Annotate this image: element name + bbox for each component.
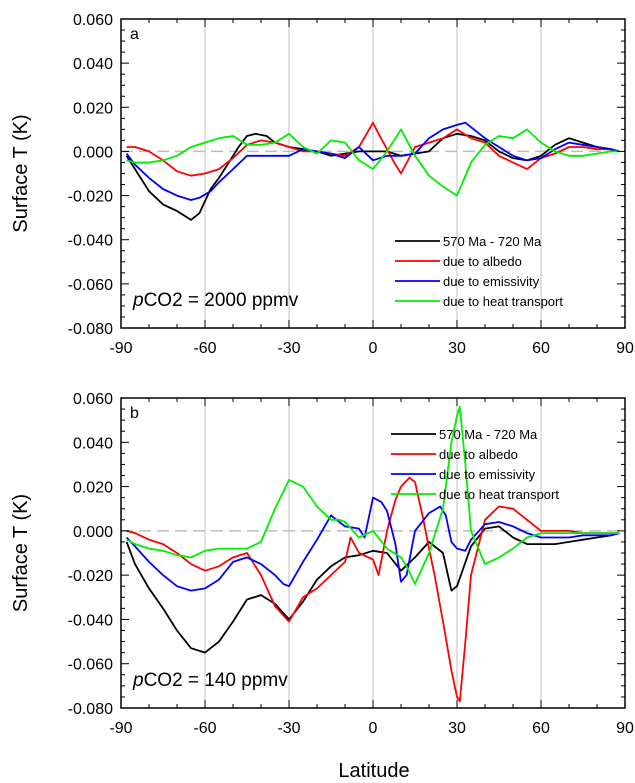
- y-tick-label-b-7: -0.080: [68, 701, 113, 718]
- series-line-a-2: [125, 121, 620, 201]
- x-axis-title: Latitude: [338, 760, 409, 782]
- co2-annotation-a: pCO2 = 2000 ppmv: [132, 290, 299, 311]
- x-tick-label-b-6: 90: [616, 720, 634, 737]
- y-tick-label-a-1: 0.040: [73, 56, 113, 73]
- legend-label-b-2: due to emissivity: [439, 467, 536, 482]
- y-tick-label-b-1: 0.040: [73, 435, 113, 452]
- legend-label-b-1: due to albedo: [439, 447, 518, 462]
- series-line-a-1: [126, 121, 620, 177]
- co2-annotation-b: pCO2 = 140 ppmv: [132, 670, 288, 691]
- x-tick-label-a-0: -90: [109, 340, 132, 357]
- y-axis-title-a: Surface T (K): [10, 114, 32, 232]
- x-tick-label-b-3: 0: [369, 720, 378, 737]
- legend-label-b-3: due to heat transport: [439, 487, 559, 502]
- panel-letter-b: b: [130, 405, 139, 422]
- y-tick-label-b-6: -0.060: [68, 657, 113, 674]
- panel-a: 0.060 0.040 0.020 0.000 -0.020 -0.040 -0.060 -0…: [10, 12, 634, 357]
- legend-label-a-0: 570 Ma - 720 Ma: [443, 234, 542, 249]
- series-line-b-2: [125, 496, 620, 592]
- legend-label-a-1: due to albedo: [443, 254, 522, 269]
- y-tick-label-a-2: 0.020: [73, 100, 113, 117]
- legend-label-a-3: due to heat transport: [443, 294, 563, 309]
- y-tick-label-b-3: 0.000: [73, 524, 113, 541]
- x-tick-label-a-2: -30: [277, 340, 300, 357]
- series-line-b-0: [125, 525, 620, 654]
- y-axis-title-b: Surface T (K): [10, 494, 32, 612]
- legend-label-b-0: 570 Ma - 720 Ma: [439, 427, 538, 442]
- x-tick-label-a-6: 90: [616, 340, 634, 357]
- series-line-a-3: [126, 128, 620, 197]
- x-tick-label-a-5: 60: [532, 340, 550, 357]
- y-tick-label-b-4: -0.020: [68, 568, 113, 585]
- y-tick-label-b-5: -0.040: [68, 612, 113, 629]
- y-tick-label-a-5: -0.040: [68, 233, 113, 250]
- x-tick-label-a-1: -60: [193, 340, 216, 357]
- x-tick-label-b-1: -60: [193, 720, 216, 737]
- x-tick-label-b-5: 60: [532, 720, 550, 737]
- panel-b: 0.060 0.040 0.020 0.000 -0.020 -0.040 -0.060 -0…: [10, 391, 634, 737]
- x-tick-label-a-3: 0: [369, 340, 378, 357]
- y-tick-label-a-7: -0.080: [68, 321, 113, 338]
- y-tick-label-a-6: -0.060: [68, 277, 113, 294]
- legend-label-a-2: due to emissivity: [443, 274, 540, 289]
- y-tick-label-b-0: 0.060: [73, 391, 113, 408]
- y-tick-label-a-0: 0.060: [73, 12, 113, 29]
- x-tick-label-a-4: 30: [448, 340, 466, 357]
- x-tick-label-b-2: -30: [277, 720, 300, 737]
- y-tick-label-b-2: 0.020: [73, 480, 113, 497]
- series-line-b-3: [126, 405, 620, 585]
- y-tick-label-a-3: 0.000: [73, 144, 113, 161]
- x-tick-label-b-0: -90: [109, 720, 132, 737]
- x-tick-label-b-4: 30: [448, 720, 466, 737]
- y-tick-label-a-4: -0.020: [68, 189, 113, 206]
- panel-letter-a: a: [130, 26, 139, 43]
